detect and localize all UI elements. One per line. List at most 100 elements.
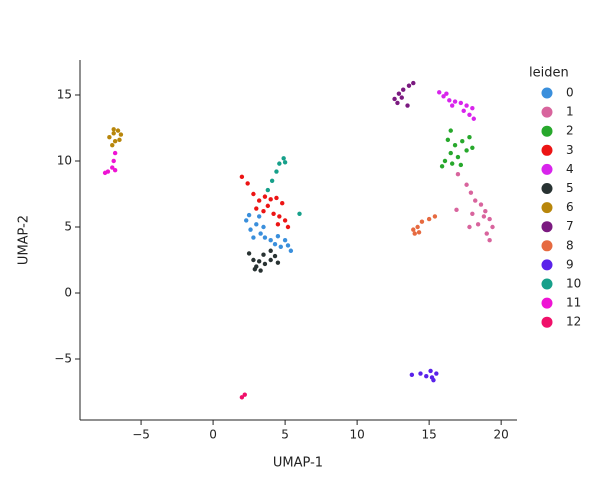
legend-label: 5 xyxy=(566,181,574,195)
point xyxy=(272,253,278,259)
legend-swatch xyxy=(541,144,553,156)
point xyxy=(261,224,266,230)
point xyxy=(467,224,472,230)
point xyxy=(112,150,118,156)
x-tick-label: 10 xyxy=(349,428,364,442)
point xyxy=(455,171,461,177)
x-tick-label: −5 xyxy=(132,428,150,442)
point xyxy=(424,373,429,379)
point xyxy=(246,212,252,218)
point xyxy=(392,96,397,102)
point xyxy=(254,222,259,227)
point xyxy=(261,208,266,214)
point xyxy=(256,259,262,264)
point xyxy=(118,132,124,137)
x-tick-label: 5 xyxy=(281,428,289,442)
point xyxy=(268,237,273,243)
point xyxy=(275,222,281,227)
point xyxy=(110,142,115,148)
point xyxy=(490,224,495,230)
point xyxy=(239,395,245,400)
point xyxy=(426,216,432,222)
point xyxy=(411,227,416,232)
legend-swatch xyxy=(541,278,553,290)
point xyxy=(117,137,122,143)
point xyxy=(271,211,276,216)
point xyxy=(441,94,446,99)
legend-label: 2 xyxy=(566,124,574,138)
legend-label: 4 xyxy=(566,162,574,176)
point xyxy=(415,224,420,230)
point xyxy=(449,161,455,166)
point xyxy=(475,222,481,227)
y-tick-label: 15 xyxy=(57,87,72,101)
point xyxy=(458,100,464,106)
point xyxy=(297,211,302,216)
point xyxy=(277,214,282,219)
point xyxy=(395,100,400,106)
point xyxy=(412,231,417,236)
point xyxy=(251,191,256,197)
legend-swatch xyxy=(541,297,553,309)
legend-swatch xyxy=(541,125,553,137)
y-axis-label: UMAP-2 xyxy=(17,215,32,265)
point xyxy=(272,241,278,247)
point xyxy=(111,131,116,136)
point xyxy=(432,214,438,219)
point xyxy=(406,83,412,88)
point xyxy=(448,128,453,133)
point xyxy=(401,87,406,92)
point xyxy=(447,98,452,103)
point xyxy=(437,90,442,95)
point xyxy=(245,181,250,186)
point xyxy=(115,128,121,133)
point xyxy=(452,142,458,148)
point xyxy=(265,187,271,193)
point xyxy=(449,103,455,108)
point xyxy=(280,201,285,206)
point xyxy=(262,261,268,267)
point xyxy=(461,108,466,114)
point xyxy=(416,230,422,235)
x-axis-label: UMAP-1 xyxy=(273,456,323,471)
point xyxy=(107,135,112,140)
point xyxy=(275,260,281,265)
point xyxy=(277,161,282,166)
point xyxy=(484,231,489,236)
point xyxy=(452,99,458,104)
point xyxy=(274,195,279,201)
point xyxy=(396,91,402,96)
point xyxy=(258,268,263,273)
y-tick-label: 5 xyxy=(64,219,72,233)
point xyxy=(418,371,423,376)
point xyxy=(102,170,108,176)
point xyxy=(405,103,410,108)
point xyxy=(478,202,484,207)
legend-label: 7 xyxy=(566,219,574,233)
legend-label: 0 xyxy=(566,86,574,100)
point xyxy=(111,127,116,132)
point xyxy=(242,392,247,397)
point xyxy=(275,234,281,239)
point xyxy=(470,105,475,111)
legend-swatch xyxy=(541,163,553,175)
point xyxy=(419,219,425,224)
point xyxy=(470,145,475,150)
point xyxy=(409,372,415,378)
point xyxy=(464,182,469,187)
legend-title: leiden xyxy=(529,66,569,81)
point xyxy=(285,224,291,230)
x-tick-label: 0 xyxy=(209,428,217,442)
point xyxy=(281,156,286,161)
point xyxy=(244,218,249,223)
point xyxy=(254,206,259,211)
point xyxy=(467,112,472,117)
point xyxy=(274,169,279,174)
point xyxy=(246,251,252,256)
point xyxy=(464,148,469,153)
point xyxy=(262,235,268,240)
x-tick-label: 20 xyxy=(494,428,509,442)
point xyxy=(467,135,472,140)
y-tick-label: −5 xyxy=(54,352,72,366)
